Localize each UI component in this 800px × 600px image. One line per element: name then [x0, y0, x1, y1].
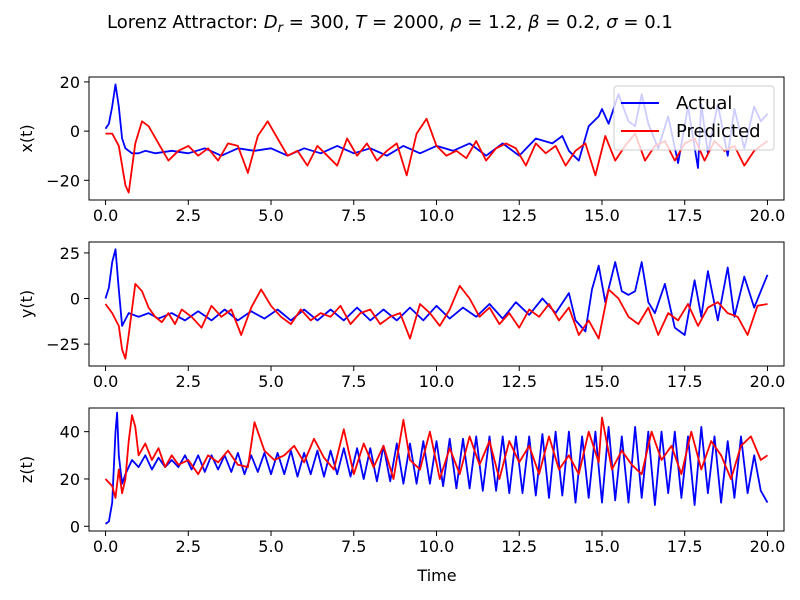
series-line-predicted: [104, 414, 769, 499]
x-tick-label: 5.0: [258, 206, 283, 225]
x-tick-label: 12.5: [501, 537, 537, 556]
y-tick-label: 25: [60, 244, 80, 263]
x-tick-label: 10.0: [419, 206, 455, 225]
y-tick-label: 0: [70, 517, 80, 536]
series-line-actual: [104, 248, 769, 336]
x-tick-label: 10.0: [419, 372, 455, 391]
x-tick-label: 17.5: [667, 372, 703, 391]
x-tick-label: 2.5: [176, 372, 201, 391]
x-tick-label: 5.0: [258, 537, 283, 556]
series-line-predicted: [104, 283, 768, 360]
x-tick-label: 0.0: [93, 537, 118, 556]
x-tick-label: 5.0: [258, 372, 283, 391]
x-tick-label: 7.5: [341, 372, 366, 391]
x-tick-label: 15.0: [584, 206, 620, 225]
legend-label-predicted: Predicted: [676, 121, 761, 142]
y-axis-label: z(t): [17, 456, 36, 483]
x-tick-label: 20.0: [750, 372, 786, 391]
x-tick-label: 20.0: [750, 206, 786, 225]
subplots-group: 0.0 2.5 5.0 7.5 10.0 12.5 15.0 17.5 20.0 −20 0 20 x(…: [17, 73, 785, 556]
y-axis-label: x(t): [17, 124, 36, 152]
x-tick-label: 0.0: [93, 206, 118, 225]
x-tick-label: 0.0: [93, 372, 118, 391]
x-tick-label: 17.5: [667, 537, 703, 556]
x-tick-label: 20.0: [750, 537, 786, 556]
y-tick-label: 20: [60, 73, 80, 92]
y-tick-label: 20: [60, 470, 80, 489]
x-tick-label: 17.5: [667, 206, 703, 225]
x-tick-label: 2.5: [176, 537, 201, 556]
x-tick-label: 7.5: [341, 537, 366, 556]
x-tick-label: 15.0: [584, 537, 620, 556]
legend: Actual Predicted: [613, 85, 775, 151]
y-tick-label: 0: [70, 290, 80, 309]
x-tick-label: 12.5: [501, 206, 537, 225]
x-tick-label: 10.0: [419, 537, 455, 556]
y-tick-label: 0: [70, 122, 80, 141]
x-tick-label: 15.0: [584, 372, 620, 391]
y-tick-label: 40: [60, 423, 80, 442]
series-line-predicted: [105, 117, 769, 194]
series-line-actual: [104, 411, 769, 525]
x-axis-label: Time: [416, 566, 456, 585]
x-tick-label: 12.5: [501, 372, 537, 391]
chart-title: Lorenz Attractor: Dr = 300, T = 2000, ρ …: [107, 12, 673, 36]
y-tick-label: −20: [46, 171, 80, 190]
x-tick-label: 2.5: [176, 206, 201, 225]
subplot-1: 0.0 2.5 5.0 7.5 10.0 12.5 15.0 17.5 20.0 −20 0 20 x(…: [17, 73, 785, 225]
x-tick-label: 7.5: [341, 206, 366, 225]
subplot-3: 0.0 2.5 5.0 7.5 10.0 12.5 15.0 17.5 20.0 0 20 40 z(t…: [17, 407, 786, 556]
subplot-2: 0.0 2.5 5.0 7.5 10.0 12.5 15.0 17.5 20.0 −25 0 25 y(…: [17, 241, 786, 391]
legend-label-actual: Actual: [676, 93, 732, 114]
y-axis-label: y(t): [17, 290, 36, 318]
y-tick-label: −25: [46, 335, 80, 354]
